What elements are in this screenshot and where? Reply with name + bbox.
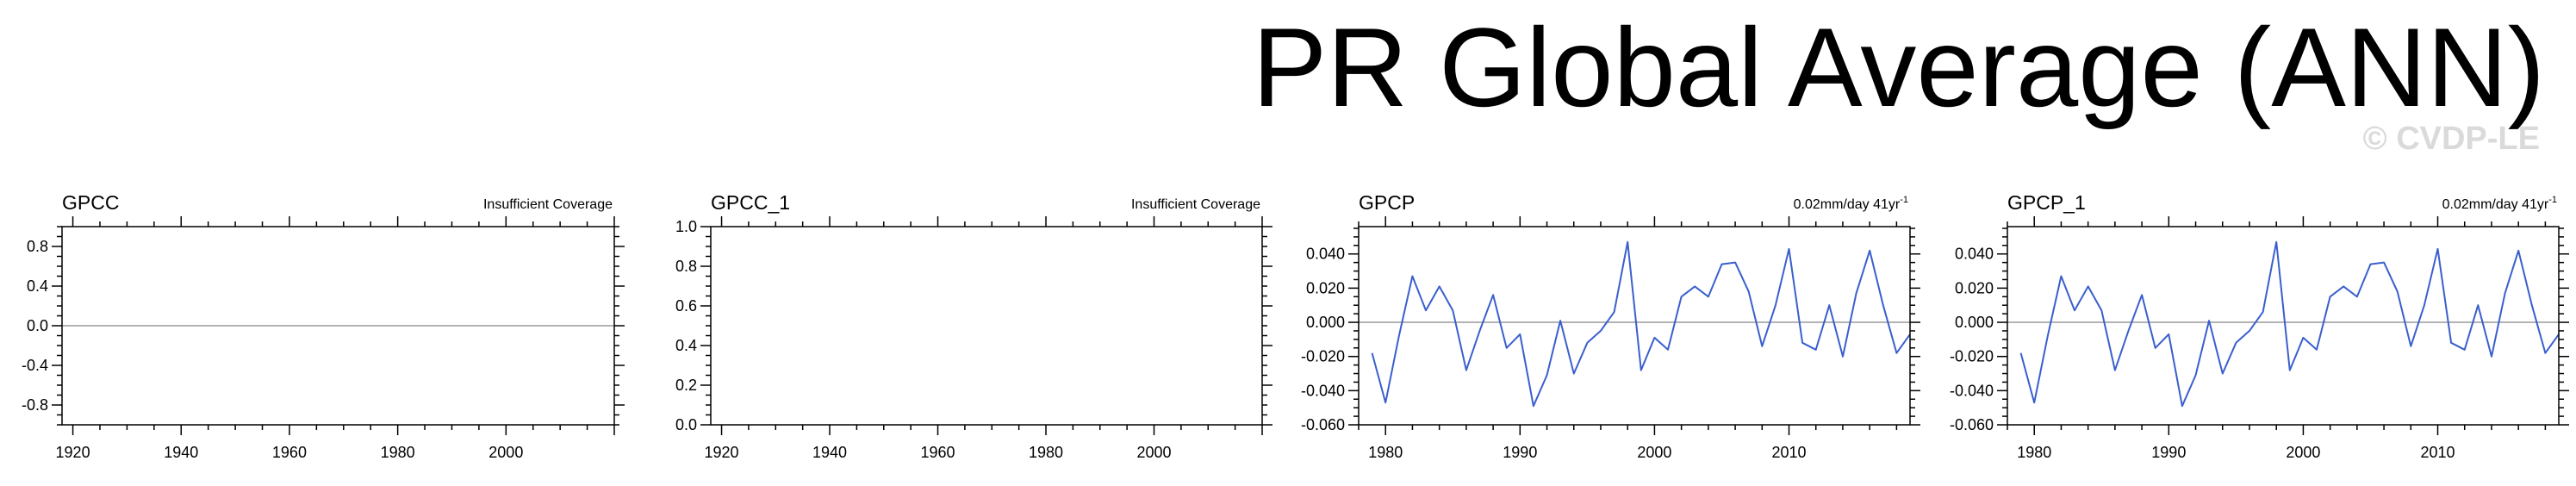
y-tick-label: 0.8 [27, 238, 48, 255]
chart-panel: 1980 1990 2000 2010 0.040 0.020 0.000 -0.020 -0.… [1950, 191, 2569, 461]
x-tick-label: 1990 [1503, 444, 1537, 461]
y-tick-label: 0.000 [1306, 314, 1345, 331]
y-tick-label: 0.6 [675, 297, 697, 315]
y-tick-label: 0.000 [1955, 314, 1994, 331]
series-line [2019, 240, 2560, 408]
y-tick-label: 0.040 [1955, 246, 1994, 263]
y-tick-label: 0.040 [1306, 246, 1345, 263]
x-tick-label: 2010 [1771, 444, 1806, 461]
annotation-text: Insufficient Coverage [1131, 197, 1260, 212]
chart-panel: 1920 1940 1960 1980 2000 1.0 0.8 0.6 0.4 0.2 0.0 GP… [675, 191, 1272, 461]
plot-frame [1358, 226, 1911, 426]
chart-panel: 1980 1990 2000 2010 0.040 0.020 0.000 -0.020 -0.… [1301, 191, 1920, 461]
y-tick-label: 0.4 [27, 277, 48, 295]
annotation-text: 0.02mm/day 41yr [1794, 197, 1901, 212]
panel-title: GPCC [62, 191, 119, 214]
panel-annotation: Insufficient Coverage [1131, 197, 1260, 212]
y-tick-label: 0.2 [675, 377, 697, 394]
panel-annotation: Insufficient Coverage [483, 197, 613, 212]
y-tick-label: -0.040 [1950, 382, 1994, 399]
x-tick-label: 2010 [2420, 444, 2455, 461]
y-tick-label: 0.020 [1955, 279, 1994, 296]
y-tick-label: 1.0 [675, 218, 697, 235]
y-tick-label: 0.0 [27, 317, 48, 334]
panel-annotation: 0.02mm/day 41yr-1 [1794, 195, 1908, 212]
x-tick-label: 1960 [272, 444, 307, 461]
watermark-text: © CVDP-LE [2362, 121, 2540, 157]
x-tick-label: 2000 [488, 444, 523, 461]
y-tick-label: -0.4 [22, 357, 48, 374]
y-tick-label: -0.020 [1950, 348, 1994, 365]
y-tick-label: 0.0 [675, 416, 697, 433]
panel-title: GPCC_1 [711, 191, 790, 214]
plot-frame [710, 226, 1263, 426]
x-tick-label: 1920 [705, 444, 739, 461]
panel-title: GPCP [1359, 191, 1415, 214]
x-tick-label: 1940 [812, 444, 847, 461]
y-tick-label: -0.8 [22, 396, 48, 414]
series-line [1371, 240, 1911, 408]
y-tick-label: -0.060 [1950, 416, 1994, 433]
annotation-superscript: -1 [2548, 195, 2557, 205]
x-tick-label: 1990 [2151, 444, 2186, 461]
plot-frame [2007, 226, 2560, 426]
x-tick-label: 1980 [1368, 444, 1403, 461]
x-tick-label: 2000 [1136, 444, 1171, 461]
panel-title: GPCP_1 [2007, 191, 2086, 214]
figure-title: PR Global Average (ANN) [1252, 4, 2545, 130]
annotation-text: Insufficient Coverage [483, 197, 613, 212]
x-tick-label: 1940 [164, 444, 198, 461]
x-tick-label: 1980 [381, 444, 415, 461]
x-tick-label: 1920 [56, 444, 90, 461]
x-tick-label: 1960 [921, 444, 955, 461]
chart-panel: 1920 1940 1960 1980 2000 0.8 0.4 0.0 -0.4 -0.8 GPC… [22, 191, 625, 461]
y-tick-label: -0.060 [1301, 416, 1345, 433]
x-tick-label: 2000 [1637, 444, 1671, 461]
annotation-superscript: -1 [1900, 195, 1908, 205]
x-tick-label: 1980 [1029, 444, 1063, 461]
panel-annotation: 0.02mm/day 41yr-1 [2442, 195, 2557, 212]
annotation-text: 0.02mm/day 41yr [2442, 197, 2549, 212]
y-tick-label: -0.020 [1301, 348, 1345, 365]
y-tick-label: 0.8 [675, 258, 697, 275]
y-tick-label: 0.020 [1306, 279, 1345, 296]
y-tick-label: -0.040 [1301, 382, 1345, 399]
x-tick-label: 2000 [2286, 444, 2320, 461]
y-tick-label: 0.4 [675, 337, 697, 354]
x-tick-label: 1980 [2017, 444, 2051, 461]
